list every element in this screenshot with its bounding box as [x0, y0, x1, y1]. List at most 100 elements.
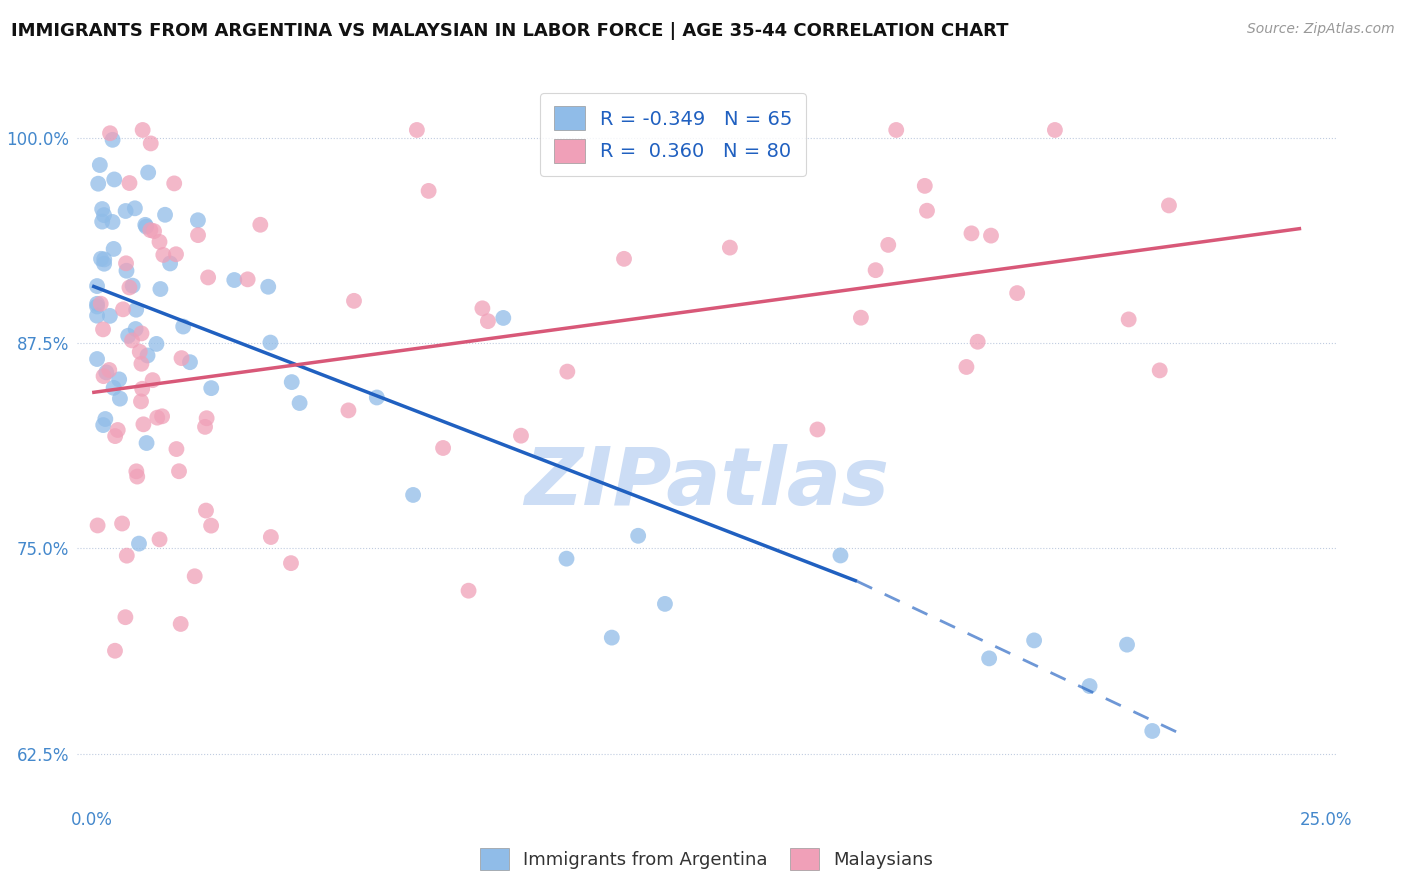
Point [114, 610, 136, 624]
Text: ZIPatlas: ZIPatlas [524, 444, 889, 522]
Point [98, 363, 121, 377]
Point [96, 365, 118, 379]
Point [1022, 633, 1045, 648]
Point [127, 469, 149, 483]
Point [134, 218, 156, 232]
Point [195, 411, 218, 425]
Point [149, 282, 172, 296]
Point [288, 396, 311, 410]
Point [121, 278, 143, 293]
Point [600, 631, 623, 645]
Point [135, 436, 157, 450]
Point [103, 172, 125, 186]
Point [101, 215, 124, 229]
Point [1005, 286, 1028, 301]
Point [101, 133, 124, 147]
Point [148, 235, 170, 249]
Point [139, 223, 162, 237]
Point [200, 518, 222, 533]
Point [89, 158, 111, 172]
Point [136, 165, 159, 179]
Point [115, 264, 138, 278]
Point [108, 392, 131, 406]
Point [405, 123, 427, 137]
Point [713, 862, 735, 876]
Point [224, 273, 246, 287]
Point [654, 597, 676, 611]
Point [148, 533, 170, 547]
Point [280, 375, 302, 389]
Point [152, 248, 174, 262]
Point [627, 529, 650, 543]
Point [136, 349, 159, 363]
Point [159, 256, 181, 270]
Point [510, 428, 533, 442]
Point [170, 351, 193, 365]
Point [131, 326, 153, 341]
Point [280, 556, 302, 570]
Point [153, 208, 176, 222]
Point [1101, 855, 1123, 870]
Point [236, 272, 259, 286]
Point [200, 381, 222, 395]
Point [132, 417, 155, 432]
Point [257, 279, 280, 293]
Point [163, 177, 186, 191]
Point [90, 252, 112, 266]
Legend: Immigrants from Argentina, Malaysians: Immigrants from Argentina, Malaysians [472, 841, 941, 878]
Point [195, 503, 218, 517]
Point [432, 441, 454, 455]
Point [131, 382, 153, 396]
Point [960, 227, 983, 241]
Point [90, 296, 112, 310]
Point [86, 300, 108, 314]
Point [115, 549, 138, 563]
Point [124, 322, 146, 336]
Point [118, 176, 141, 190]
Point [1043, 123, 1066, 137]
Point [104, 644, 127, 658]
Point [555, 551, 578, 566]
Point [86, 518, 108, 533]
Text: Source: ZipAtlas.com: Source: ZipAtlas.com [1247, 22, 1395, 37]
Point [830, 549, 852, 563]
Point [117, 328, 139, 343]
Point [179, 355, 201, 369]
Point [877, 238, 900, 252]
Point [197, 270, 219, 285]
Point [125, 302, 148, 317]
Point [93, 252, 115, 267]
Point [94, 412, 117, 426]
Point [165, 247, 187, 261]
Point [98, 126, 121, 140]
Point [477, 314, 499, 328]
Point [86, 297, 108, 311]
Point [718, 241, 741, 255]
Point [139, 136, 162, 151]
Point [337, 403, 360, 417]
Point [1149, 363, 1171, 377]
Point [86, 351, 108, 366]
Point [187, 213, 209, 227]
Point [457, 583, 479, 598]
Point [1142, 723, 1164, 738]
Point [104, 429, 127, 443]
Point [343, 293, 366, 308]
Point [124, 202, 146, 216]
Point [557, 365, 579, 379]
Point [865, 263, 887, 277]
Point [93, 369, 115, 384]
Point [849, 310, 872, 325]
Point [142, 373, 165, 387]
Point [471, 301, 494, 316]
Point [1157, 198, 1180, 212]
Point [914, 178, 936, 193]
Point [249, 218, 271, 232]
Point [402, 488, 425, 502]
Point [187, 228, 209, 243]
Point [91, 322, 114, 336]
Point [103, 242, 125, 256]
Point [150, 409, 173, 424]
Point [125, 464, 148, 478]
Point [114, 204, 136, 219]
